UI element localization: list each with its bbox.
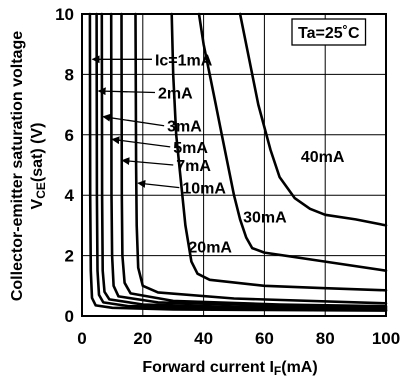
- series-curve-3: [109, 12, 388, 309]
- y-tick-label-4: 4: [65, 186, 75, 205]
- y-tick-label-8: 8: [65, 65, 74, 84]
- y-axis-label-line2: VCE(sat) (V): [29, 123, 48, 210]
- series-label-8: 40mA: [301, 149, 345, 166]
- x-tick-label-20: 20: [133, 329, 152, 348]
- series-arrow-1: [97, 87, 156, 96]
- series-label-1: 2mA: [158, 86, 193, 103]
- x-axis-label-unit: (mA): [281, 359, 317, 376]
- series-label-4: 7mA: [176, 158, 211, 175]
- series-label-3: 5mA: [173, 140, 208, 157]
- series-curve-5: [134, 12, 388, 305]
- series-arrow-3: [111, 136, 171, 148]
- y-axis-label-main: V: [29, 198, 46, 209]
- series-curve-2: [100, 12, 388, 311]
- y-tick-label-10: 10: [55, 5, 74, 24]
- series-curve-6: [170, 12, 388, 292]
- y-axis-label-sub: CE: [34, 182, 48, 199]
- x-tick-label-40: 40: [194, 329, 213, 348]
- x-axis-label-sub: F: [274, 364, 281, 378]
- x-tick-label-0: 0: [77, 329, 86, 348]
- series-arrow-5: [137, 179, 180, 189]
- y-axis-label-line1: Collector-emitter saturation voltage: [9, 31, 26, 301]
- y-tick-label-6: 6: [65, 126, 74, 145]
- series-label-5: 10mA: [182, 181, 226, 198]
- series-curves: [88, 12, 388, 312]
- series-label-6: 20mA: [188, 240, 232, 257]
- x-axis-label: Forward current IF(mA): [142, 359, 317, 378]
- x-tick-label-80: 80: [316, 329, 335, 348]
- series-curve-4: [120, 12, 388, 308]
- series-label-0: Ic=1mA: [155, 52, 213, 69]
- x-tick-label-100: 100: [372, 329, 400, 348]
- series-arrow-2: [102, 113, 165, 127]
- x-tick-labels: 0 20 40 60 80 100: [77, 329, 400, 348]
- series-label-7: 30mA: [243, 209, 287, 226]
- y-tick-label-0: 0: [65, 307, 74, 326]
- series-arrows: [91, 55, 180, 189]
- series-label-2: 3mA: [167, 119, 202, 136]
- series-arrow-4: [121, 157, 174, 166]
- annotation-text: Ta=25˚C: [298, 25, 360, 42]
- series-curve-8: [238, 12, 388, 227]
- y-axis-label-unit: (sat) (V): [29, 123, 46, 183]
- x-tick-label-60: 60: [255, 329, 274, 348]
- plot-frame: [81, 13, 387, 317]
- annotation-box: [291, 18, 367, 46]
- y-tick-label-2: 2: [65, 247, 74, 266]
- legend-annotation: Ta=25˚C: [291, 18, 367, 46]
- x-axis-label-main: Forward current I: [142, 359, 274, 376]
- series-curve-7: [197, 12, 388, 272]
- series-curve-0: [88, 12, 388, 312]
- y-tick-labels: 0 2 4 6 8 10: [55, 5, 74, 326]
- series-curve-1: [95, 12, 388, 312]
